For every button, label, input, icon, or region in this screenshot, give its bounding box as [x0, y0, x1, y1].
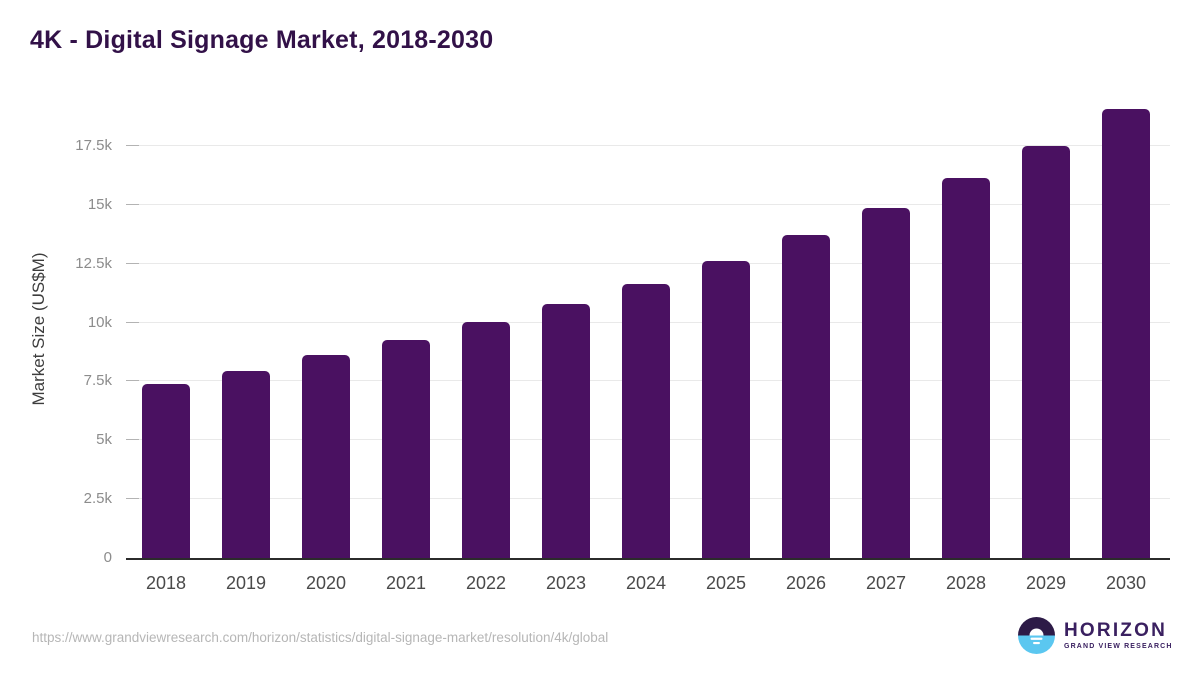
- y-tick-label: 17.5k: [75, 137, 112, 155]
- x-tick-label: 2029: [1025, 573, 1067, 593]
- bar-2025: [702, 260, 750, 558]
- bar-slot: [926, 177, 1006, 558]
- y-tick-label: 10k: [87, 313, 112, 331]
- bar-slot: [526, 303, 606, 558]
- y-axis-title: Market Size (US$M): [29, 252, 48, 406]
- bar-slot: [766, 234, 846, 558]
- logo-title: HORIZON: [1064, 620, 1168, 641]
- plot-area: 2018 2019 2020 2021 2022 2023 2024 2025 2026 2027…: [75, 99, 1170, 593]
- bar-series: [126, 99, 1166, 558]
- bar-slot: [366, 339, 446, 558]
- bar-2018: [142, 384, 190, 558]
- page-title: 4K - Digital Signage Market, 2018-2030: [30, 26, 494, 54]
- bar-2022: [462, 322, 510, 558]
- x-tick-label: 2028: [945, 573, 987, 593]
- x-tick-label: 2020: [305, 573, 347, 593]
- bar-2028: [942, 177, 990, 558]
- bar-2020: [302, 355, 350, 558]
- bar-slot: [606, 283, 686, 558]
- y-tick-mark: [126, 380, 139, 382]
- x-tick-label: 2027: [865, 573, 907, 593]
- bar-slot: [206, 370, 286, 558]
- grid-line: [126, 262, 1170, 264]
- y-tick-mark: [126, 498, 139, 500]
- logo-subtitle: GRAND VIEW RESEARCH: [1064, 643, 1173, 650]
- y-tick-label: 2.5k: [83, 490, 112, 508]
- grid-line: [126, 203, 1170, 205]
- x-tick-label: 2018: [145, 573, 187, 593]
- bar-2021: [382, 339, 430, 558]
- y-tick-label: 15k: [87, 195, 112, 213]
- bar-2030: [1102, 108, 1150, 558]
- y-tick-mark: [126, 203, 139, 205]
- bar-2019: [222, 370, 270, 558]
- x-tick-label: 2023: [545, 573, 587, 593]
- bar-slot: [446, 322, 526, 558]
- bar-slot: [686, 260, 766, 558]
- bar-2026: [782, 234, 830, 558]
- y-tick-label: 0: [103, 549, 112, 566]
- bar-2024: [622, 283, 670, 558]
- bar-2029: [1022, 146, 1070, 558]
- bar-slot: [1006, 146, 1086, 558]
- horizon-logo: HORIZON GRAND VIEW RESEARCH: [1018, 617, 1173, 654]
- y-tick-label: 12.5k: [75, 254, 112, 272]
- x-tick-label: 2024: [625, 573, 667, 593]
- x-tick-label: 2021: [385, 573, 427, 593]
- y-tick-mark: [126, 262, 139, 264]
- bar-slot: [286, 355, 366, 558]
- y-tick-mark: [126, 145, 139, 147]
- y-tick-label: 7.5k: [83, 372, 112, 390]
- x-tick-label: 2022: [465, 573, 507, 593]
- x-axis-line: [126, 558, 1170, 560]
- x-axis-labels: 2018 2019 2020 2021 2022 2023 2024 2025 2026 2027…: [126, 573, 1166, 594]
- bar-2027: [862, 207, 910, 558]
- x-tick-label: 2019: [225, 573, 267, 593]
- bar-slot: [846, 207, 926, 558]
- y-tick-label: 5k: [96, 431, 112, 449]
- x-tick-label: 2030: [1105, 573, 1147, 593]
- y-tick-mark: [126, 439, 139, 441]
- grid-line: [126, 145, 1170, 147]
- y-tick-mark: [126, 321, 139, 323]
- bar-slot: [1086, 108, 1166, 558]
- x-tick-label: 2026: [785, 573, 827, 593]
- bar-2023: [542, 303, 590, 558]
- horizon-sun-icon: [1018, 617, 1055, 654]
- source-url: https://www.grandviewresearch.com/horizo…: [32, 630, 609, 645]
- x-tick-label: 2025: [705, 573, 747, 593]
- bar-slot: [126, 384, 206, 558]
